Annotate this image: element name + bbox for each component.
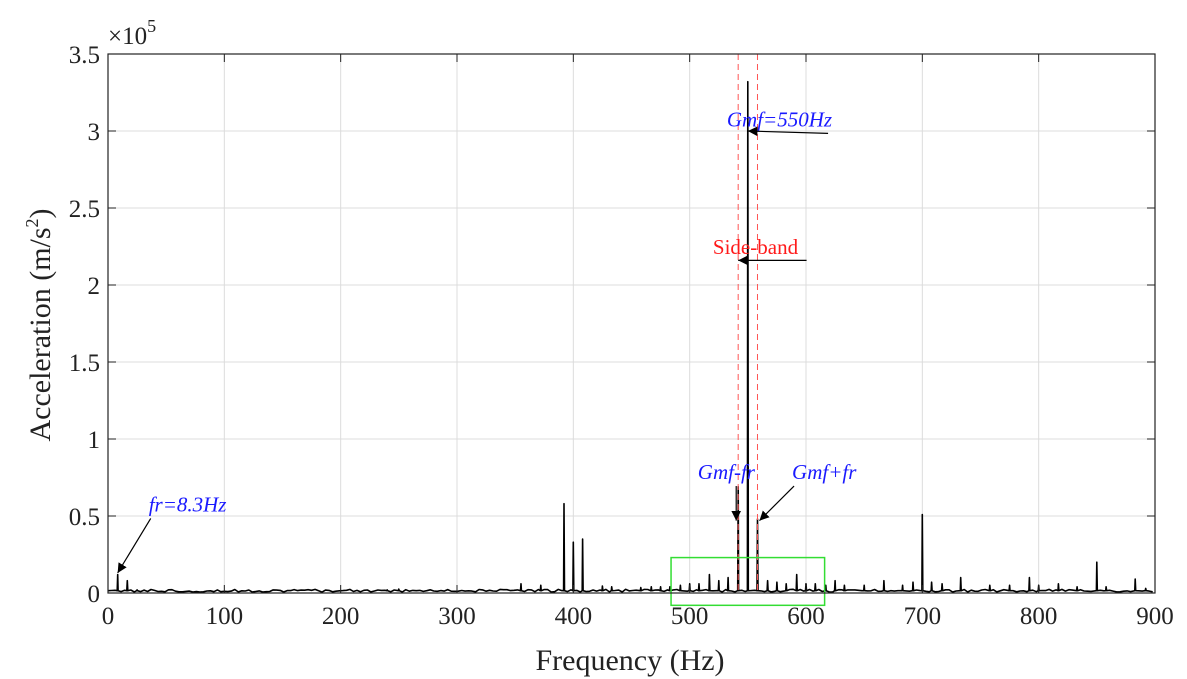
y-tick-label: 3: [88, 119, 101, 146]
annotation-label: Side-band: [713, 235, 799, 259]
y-axis-label-main: Acceleration (m/s: [24, 227, 57, 441]
x-tick-label: 400: [555, 603, 593, 630]
y-tick-label: 0.5: [69, 504, 100, 531]
grid-lines: [108, 54, 1155, 593]
axes-box: [107, 53, 1156, 594]
y-scale-factor-exp: 5: [147, 16, 156, 36]
y-tick-label: 1: [88, 427, 101, 454]
y-axis-label-sup: 2: [22, 218, 42, 227]
x-tick-label: 200: [322, 603, 360, 630]
annotation-label: Gmf-fr: [698, 460, 756, 484]
annotation-label: fr=8.3Hz: [149, 492, 227, 516]
annotation-label: Gmf+fr: [792, 460, 857, 484]
highlight-box: [670, 556, 826, 607]
axes-group: [107, 53, 1156, 594]
x-tick-label: 800: [1020, 603, 1058, 630]
y-tick-label: 1.5: [69, 350, 100, 377]
y-tick-label: 3.5: [69, 42, 100, 69]
y-scale-factor-base: ×10: [108, 23, 147, 50]
tick-labels: 0 100 200 300 400 500 600 700 800 900 0 0.5 1 1.5 2 2.5…: [69, 42, 1174, 630]
y-axis-label: Acceleration (m/s2): [22, 208, 57, 441]
x-tick-label: 900: [1136, 603, 1174, 630]
annotation-arrow: [117, 518, 152, 574]
y-axis-label-end: ): [24, 208, 57, 218]
x-tick-label: 100: [206, 603, 244, 630]
x-tick-label: 500: [671, 603, 709, 630]
overlay-group: Gmf=550Hz Side-band Gmf-fr Gmf+fr fr=8.3Hz: [117, 54, 857, 607]
x-tick-label: 0: [102, 603, 115, 630]
annotation-arrow: [759, 485, 795, 522]
annotation-arrow: [747, 126, 829, 137]
y-scale-factor: ×105: [108, 16, 156, 50]
x-tick-label: 600: [787, 603, 825, 630]
y-tick-label: 2.5: [69, 196, 100, 223]
y-tick-label: 0: [88, 581, 101, 608]
x-tick-label: 300: [438, 603, 476, 630]
x-tick-label: 700: [904, 603, 942, 630]
annotation-label: Gmf=550Hz: [727, 107, 832, 131]
x-axis-label: Frequency (Hz): [535, 644, 724, 677]
y-tick-label: 2: [88, 273, 101, 300]
